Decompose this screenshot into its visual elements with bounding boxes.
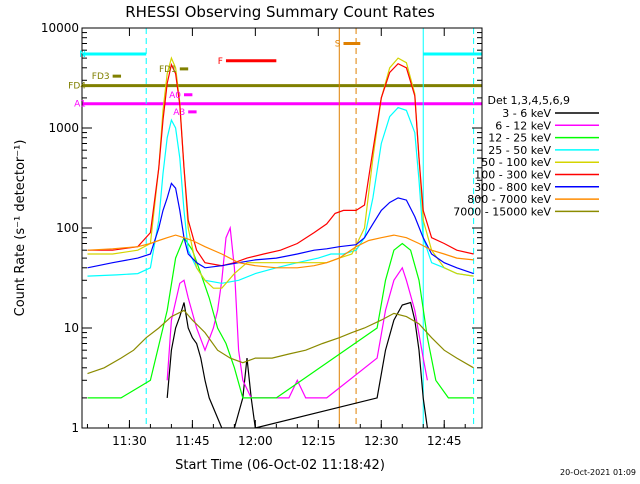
legend-label-300-800-kev: 300 - 800 keV: [474, 181, 551, 194]
flag-label-fd4: FD4: [68, 82, 86, 92]
y-tick-label-100: 100: [56, 221, 79, 235]
series-line-25-50-kev: [87, 106, 474, 284]
x-tick-label-11-30: 11:30: [112, 434, 147, 448]
series-line-12-25-kev: [87, 236, 474, 399]
data-series: [87, 56, 474, 428]
flag-label-a1: A1: [74, 100, 86, 110]
x-tick-label-12-30: 12:30: [364, 434, 399, 448]
flag-labels: N F FD1 FD3 FD4 A0 A1 A3 S: [68, 39, 341, 117]
series-line-300-800-kev: [87, 182, 474, 275]
y-tick-label-1000: 1000: [48, 121, 79, 135]
y-tick-label-10: 10: [64, 321, 79, 335]
flag-label-f: F: [218, 57, 223, 67]
x-axis-label: Start Time (06-Oct-02 11:18:42): [175, 458, 385, 473]
legend-label-3-6-kev: 3 - 6 keV: [502, 107, 551, 120]
legend-title: Det 1,3,4,5,6,9: [487, 94, 570, 107]
x-tick-label-12-45: 12:45: [427, 434, 462, 448]
x-tick-label-12-15: 12:15: [301, 434, 336, 448]
y-tick-label-10000: 10000: [41, 21, 79, 35]
legend-label-50-100-kev: 50 - 100 keV: [481, 156, 551, 169]
x-tick-label-12-00: 12:00: [238, 434, 273, 448]
legend-label-7000-15000-kev: 7000 - 15000 keV: [453, 205, 551, 218]
chart-title: RHESSI Observing Summary Count Rates: [125, 3, 435, 21]
footer-date: 20-Oct-2021 01:09: [560, 468, 636, 477]
legend-label-6-12-kev: 6 - 12 keV: [495, 119, 551, 132]
y-tick-label-1: 1: [71, 421, 79, 435]
flag-label-a3: A3: [173, 108, 185, 118]
flag-label-a0: A0: [169, 91, 181, 101]
legend-label-800-7000-kev: 800 - 7000 keV: [467, 193, 551, 206]
legend-label-12-25-kev: 12 - 25 keV: [488, 132, 551, 145]
flag-label-n: N: [79, 50, 86, 60]
series-line-7000-15000-kev: [87, 309, 474, 375]
series-line-3-6-kev: [166, 301, 428, 428]
legend-label-100-300-kev: 100 - 300 keV: [474, 169, 551, 182]
flag-label-s: S: [335, 39, 341, 49]
series-line-800-7000-kev: [87, 234, 474, 269]
flag-label-fd3: FD3: [92, 72, 110, 82]
flag-label-fd1: FD1: [159, 65, 177, 75]
series-line-100-300-kev: [87, 62, 474, 267]
axes: 11:30 11:45 12:00 12:15 12:30 12:45 1 10 100 1000…: [41, 21, 482, 448]
legend-label-25-50-kev: 25 - 50 keV: [488, 144, 551, 157]
y-axis-label: Count Rate (s⁻¹ detector⁻¹): [13, 140, 28, 317]
x-tick-label-11-45: 11:45: [175, 434, 210, 448]
